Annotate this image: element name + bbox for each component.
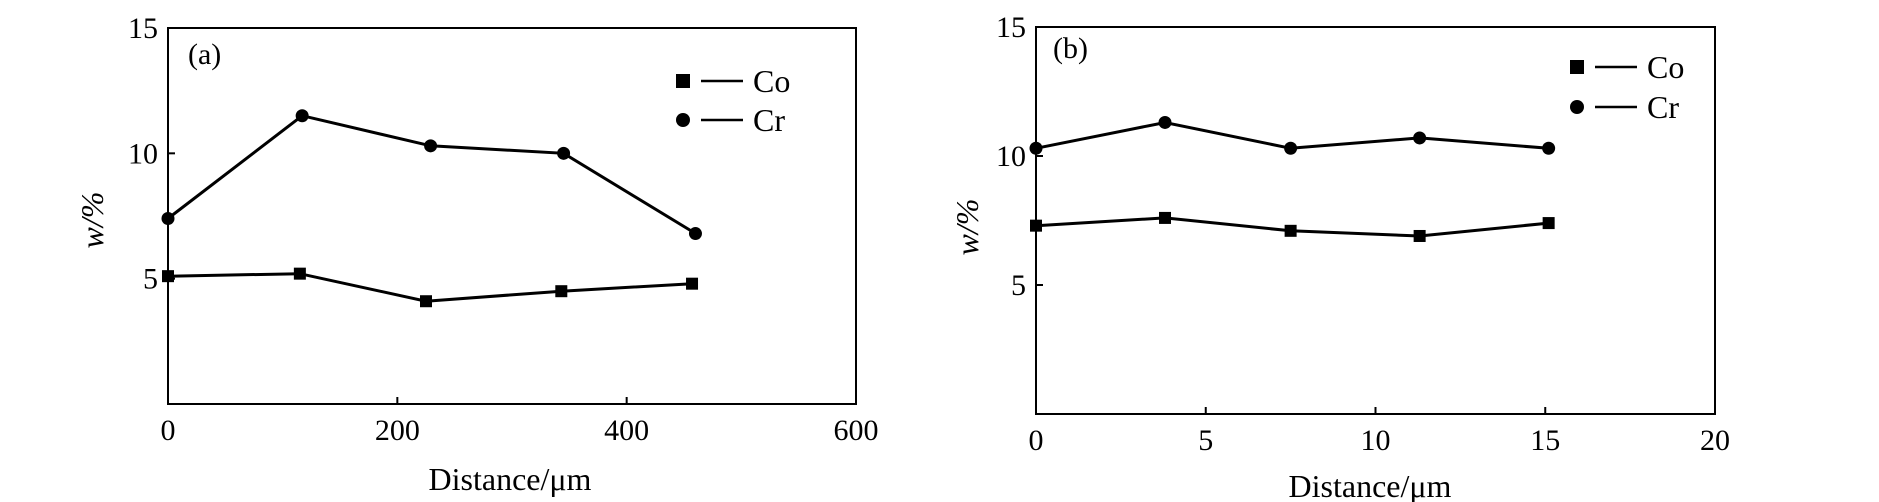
- data-point-square: [686, 277, 699, 290]
- data-point-circle: [1029, 141, 1043, 155]
- data-point-circle: [295, 109, 309, 123]
- data-point-square: [420, 295, 432, 308]
- data-point-square: [1284, 224, 1297, 237]
- data-point-square: [1159, 211, 1172, 224]
- y-tick-label: 15: [996, 11, 1026, 44]
- panel-label: (a): [188, 38, 221, 71]
- x-axis-title: Distance/μm: [1289, 468, 1452, 502]
- data-point-square: [1413, 229, 1426, 242]
- data-point-circle: [1542, 141, 1556, 155]
- series-co: [1030, 211, 1555, 242]
- legend-label: Co: [753, 63, 790, 99]
- legend-entry-cr: Cr: [1570, 89, 1679, 125]
- data-point-circle: [688, 227, 702, 241]
- x-tick-label: 20: [1700, 424, 1730, 457]
- legend-marker-circle: [676, 113, 690, 127]
- data-point-circle: [1158, 115, 1172, 129]
- series-line: [167, 114, 697, 235]
- x-tick-label: 10: [1361, 424, 1391, 457]
- y-tick-label: 10: [996, 140, 1026, 173]
- y-tick-label: 5: [143, 263, 158, 296]
- data-point-square: [162, 270, 174, 283]
- legend-entry-co: Co: [676, 63, 790, 99]
- data-point-square: [555, 285, 568, 298]
- y-tick-label: 15: [128, 12, 158, 45]
- y-tick-label: 5: [1011, 269, 1026, 302]
- panel-label: (b): [1053, 32, 1088, 65]
- legend-entry-co: Co: [1570, 49, 1684, 85]
- data-point-square: [1030, 219, 1042, 232]
- x-tick-label: 600: [834, 414, 879, 447]
- x-tick-label: 15: [1530, 424, 1560, 457]
- data-point-square: [1542, 217, 1555, 230]
- data-point-square: [293, 267, 306, 280]
- x-tick-label: 200: [375, 414, 420, 447]
- x-tick-label: 5: [1198, 424, 1213, 457]
- data-point-circle: [1284, 141, 1298, 155]
- x-tick-label: 0: [1029, 424, 1044, 457]
- chart-panel-b: 0 5 10 15 20 5 10 15 Distance/μm w/% (b) Co Cr: [949, 11, 1730, 502]
- x-tick-label: 400: [604, 414, 649, 447]
- x-axis-title: Distance/μm: [429, 461, 592, 497]
- legend-entry-cr: Cr: [676, 102, 785, 138]
- legend-marker-circle: [1570, 100, 1584, 114]
- data-point-circle: [161, 212, 175, 226]
- series-cr: [1029, 115, 1556, 155]
- y-axis-title: w/%: [949, 199, 985, 256]
- legend-marker-square: [676, 74, 690, 88]
- data-point-circle: [1413, 131, 1427, 145]
- x-tick-label: 0: [161, 414, 176, 447]
- legend-marker-square: [1570, 60, 1584, 74]
- legend-label: Cr: [1647, 89, 1679, 125]
- y-tick-label: 10: [128, 137, 158, 170]
- data-point-circle: [424, 139, 438, 153]
- data-point-circle: [557, 146, 571, 160]
- y-axis-title: w/%: [74, 192, 110, 249]
- series-cr: [161, 109, 702, 241]
- legend-label: Co: [1647, 49, 1684, 85]
- series-co: [162, 267, 699, 308]
- legend-label: Cr: [753, 102, 785, 138]
